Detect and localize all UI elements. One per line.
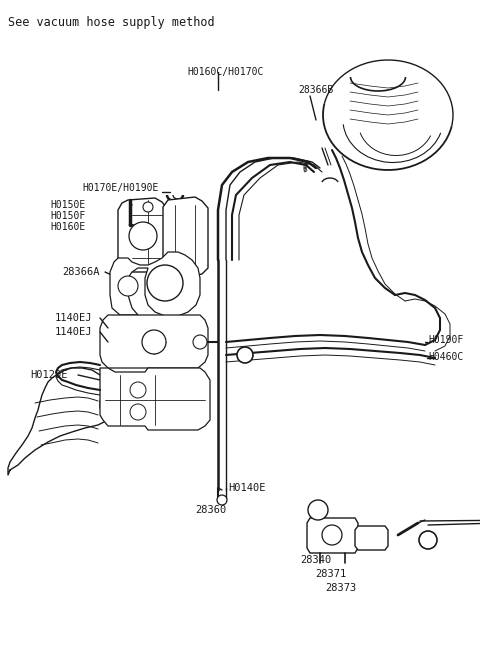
Text: 28373: 28373 bbox=[325, 583, 356, 593]
Text: 28366B: 28366B bbox=[298, 85, 333, 95]
Polygon shape bbox=[355, 526, 388, 550]
Polygon shape bbox=[110, 252, 200, 316]
Text: A: A bbox=[425, 535, 431, 545]
Text: H0190F: H0190F bbox=[428, 335, 463, 345]
Text: H0160C/H0170C: H0160C/H0170C bbox=[187, 67, 264, 77]
Polygon shape bbox=[100, 315, 208, 368]
Circle shape bbox=[147, 265, 183, 301]
Text: A: A bbox=[242, 350, 248, 359]
Text: 28371: 28371 bbox=[315, 569, 346, 579]
Polygon shape bbox=[307, 518, 358, 553]
Text: H0160E: H0160E bbox=[50, 222, 85, 232]
Circle shape bbox=[419, 531, 437, 549]
Circle shape bbox=[142, 330, 166, 354]
Circle shape bbox=[308, 500, 328, 520]
Text: 1140EJ: 1140EJ bbox=[55, 327, 93, 337]
Text: H0150F: H0150F bbox=[50, 211, 85, 221]
Text: H0140E: H0140E bbox=[228, 483, 265, 493]
Circle shape bbox=[118, 276, 138, 296]
Text: H0170E/H0190E: H0170E/H0190E bbox=[82, 183, 158, 193]
Text: 1140EJ: 1140EJ bbox=[55, 313, 93, 323]
Polygon shape bbox=[163, 197, 208, 276]
Circle shape bbox=[130, 404, 146, 420]
Text: See vacuum hose supply method: See vacuum hose supply method bbox=[8, 16, 215, 29]
Polygon shape bbox=[100, 368, 210, 430]
Text: H0150E: H0150E bbox=[50, 200, 85, 210]
Circle shape bbox=[237, 347, 253, 363]
Text: 28360: 28360 bbox=[195, 505, 226, 515]
Circle shape bbox=[217, 495, 227, 505]
Circle shape bbox=[143, 202, 153, 212]
Circle shape bbox=[129, 222, 157, 250]
Circle shape bbox=[322, 525, 342, 545]
Text: H0460C: H0460C bbox=[428, 352, 463, 362]
Text: 28340: 28340 bbox=[300, 555, 331, 565]
Text: 28366A: 28366A bbox=[62, 267, 99, 277]
Circle shape bbox=[193, 335, 207, 349]
Text: H0120E: H0120E bbox=[30, 370, 68, 380]
Circle shape bbox=[130, 382, 146, 398]
Polygon shape bbox=[118, 198, 168, 272]
